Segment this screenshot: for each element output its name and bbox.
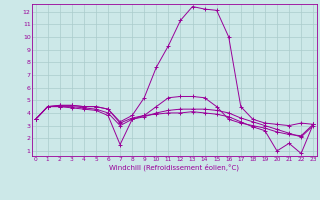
X-axis label: Windchill (Refroidissement éolien,°C): Windchill (Refroidissement éolien,°C) bbox=[109, 164, 239, 171]
